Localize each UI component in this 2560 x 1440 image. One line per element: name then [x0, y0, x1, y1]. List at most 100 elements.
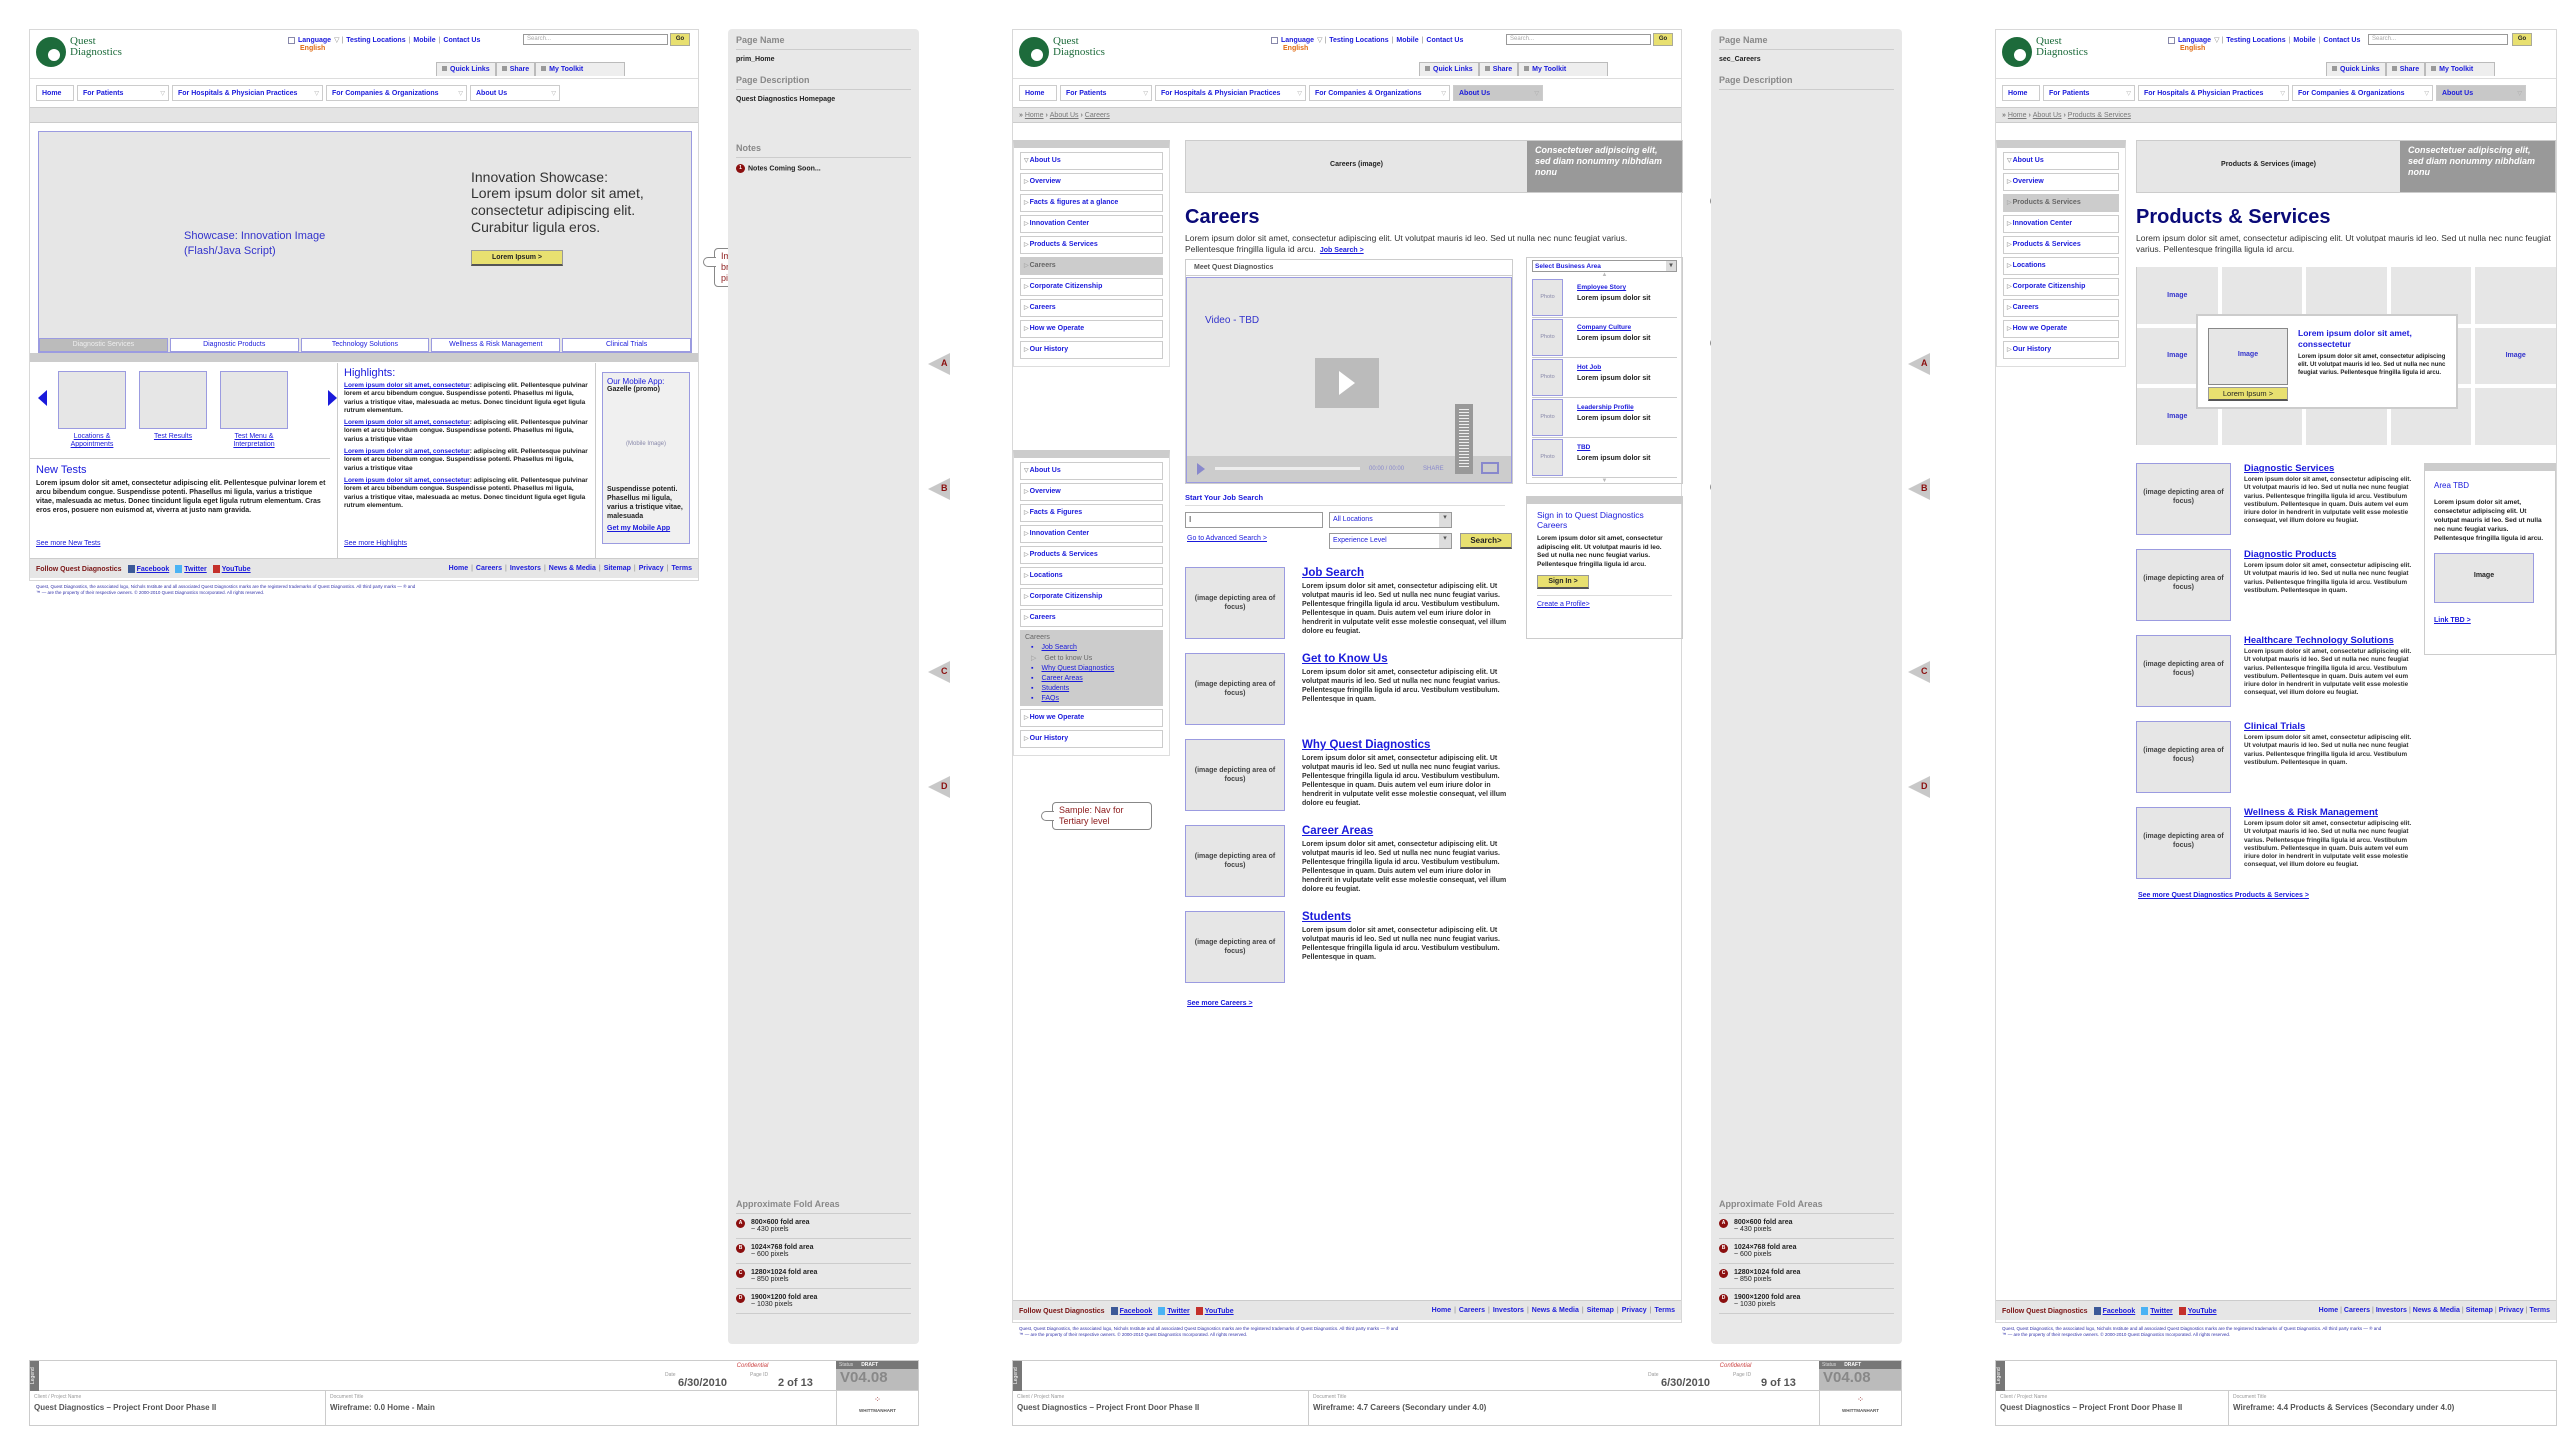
hero-button[interactable]: Lorem Ipsum >: [471, 250, 563, 266]
footer-link[interactable]: Terms: [2529, 1307, 2551, 1314]
section-nav-item[interactable]: How we Operate: [2003, 320, 2119, 338]
search-input[interactable]: Search...: [2368, 34, 2508, 45]
utility-link[interactable]: Contact Us: [2323, 37, 2361, 44]
see-more-careers[interactable]: See more Careers >: [1187, 1000, 1253, 1007]
utility-link[interactable]: Testing Locations: [2226, 37, 2286, 44]
nav-item[interactable]: Home: [36, 85, 74, 101]
new-tests-more[interactable]: See more New Tests: [36, 540, 101, 547]
tool-tab[interactable]: Share: [2385, 62, 2426, 76]
go-button[interactable]: Go: [1653, 33, 1673, 46]
experience-select[interactable]: Experience Level ▾: [1329, 533, 1452, 549]
video-share[interactable]: SHARE: [1423, 466, 1444, 472]
social-link[interactable]: YouTube: [1195, 1307, 1234, 1315]
subnav-item[interactable]: ▪ Career Areas: [1031, 675, 1158, 682]
section-nav-item[interactable]: Corporate Citizenship: [1020, 278, 1163, 296]
mobile-link[interactable]: Get my Mobile App: [607, 525, 671, 532]
highlight-link[interactable]: Lorem ipsum dolor sit amet, consectetur: [344, 419, 470, 427]
footer-link[interactable]: Privacy: [2498, 1307, 2524, 1314]
section-nav-item[interactable]: About Us: [2003, 152, 2119, 170]
mosaic-cell[interactable]: Image: [2475, 327, 2556, 385]
footer-link[interactable]: News & Media: [548, 565, 596, 572]
nav-item[interactable]: For Companies & Organizations: [1309, 85, 1450, 101]
story-title[interactable]: Hot Job: [1577, 364, 1602, 371]
tertiary-nav-item[interactable]: About Us: [1020, 462, 1163, 480]
language-select[interactable]: Language: [2178, 37, 2212, 44]
footer-link[interactable]: Terms: [671, 565, 693, 572]
language-select[interactable]: Language: [298, 37, 332, 44]
utility-link[interactable]: Mobile: [1396, 37, 1419, 44]
subnav-label[interactable]: Get to know Us: [1044, 655, 1093, 662]
section-nav-item[interactable]: Corporate Citizenship: [2003, 278, 2119, 296]
breadcrumb-item[interactable]: Products & Services: [2067, 112, 2131, 119]
tool-tab[interactable]: Quick Links: [1419, 62, 1479, 76]
pillar-tab[interactable]: Technology Solutions: [300, 338, 430, 352]
language-checkbox[interactable]: [288, 36, 295, 44]
subnav-label[interactable]: Career Areas: [1041, 675, 1083, 682]
tool-tab[interactable]: Quick Links: [436, 62, 496, 76]
footer-link[interactable]: Home: [448, 565, 469, 572]
subnav-item[interactable]: ▪ Students: [1031, 685, 1158, 692]
utility-link[interactable]: Contact Us: [443, 37, 481, 44]
section-nav-item[interactable]: Products & Services: [1020, 236, 1163, 254]
advanced-search-link[interactable]: Go to Advanced Search >: [1187, 535, 1267, 542]
tertiary-nav-item[interactable]: Corporate Citizenship: [1020, 588, 1163, 606]
nav-item[interactable]: For Patients: [1060, 85, 1152, 101]
utility-link[interactable]: Mobile: [2293, 37, 2316, 44]
section-nav-item[interactable]: How we Operate: [1020, 320, 1163, 338]
section-nav-item[interactable]: Products & Services: [2003, 194, 2119, 212]
tool-tab[interactable]: Share: [495, 62, 536, 76]
breadcrumb-item[interactable]: Home: [1024, 112, 1044, 119]
section-nav-item[interactable]: Products & Services: [2003, 236, 2119, 254]
section-nav-item[interactable]: Careers: [2003, 299, 2119, 317]
breadcrumb-item[interactable]: Home: [2007, 112, 2027, 119]
section-nav-item[interactable]: Overview: [2003, 173, 2119, 191]
footer-link[interactable]: News & Media: [2412, 1307, 2460, 1314]
nav-item[interactable]: About Us: [470, 85, 560, 101]
article-title[interactable]: Clinical Trials: [2244, 721, 2306, 732]
play-button[interactable]: [1315, 358, 1379, 408]
section-nav-item[interactable]: Facts & figures at a glance: [1020, 194, 1163, 212]
section-nav-item[interactable]: Careers: [1020, 257, 1163, 275]
social-link[interactable]: Facebook: [2093, 1307, 2135, 1315]
language-checkbox[interactable]: [2168, 36, 2175, 44]
subnav-label[interactable]: Job Search: [1041, 644, 1077, 651]
article-title[interactable]: Diagnostic Services: [2244, 463, 2335, 474]
utility-link[interactable]: Contact Us: [1426, 37, 1464, 44]
tool-tab[interactable]: My Toolkit: [2425, 62, 2496, 76]
location-select[interactable]: All Locations ▾: [1329, 512, 1452, 528]
nav-item[interactable]: For Patients: [77, 85, 169, 101]
overlay-button[interactable]: Lorem Ipsum >: [2208, 387, 2288, 401]
section-nav-item[interactable]: Overview: [1020, 173, 1163, 191]
section-nav-item[interactable]: Careers: [1020, 299, 1163, 317]
tool-tab[interactable]: Quick Links: [2326, 62, 2386, 76]
keyword-input[interactable]: I: [1185, 512, 1323, 528]
social-link[interactable]: Facebook: [127, 565, 169, 573]
footer-link[interactable]: Sitemap: [603, 565, 631, 572]
signin-button[interactable]: Sign In >: [1537, 575, 1589, 589]
footer-link[interactable]: Careers: [2343, 1307, 2370, 1314]
article-title[interactable]: Get to Know Us: [1302, 653, 1388, 665]
nav-item[interactable]: For Hospitals & Physician Practices: [2138, 85, 2289, 101]
logo-icon[interactable]: [36, 37, 66, 67]
tertiary-nav-item[interactable]: Products & Services: [1020, 546, 1163, 564]
seek-bar[interactable]: [1215, 467, 1360, 470]
quick-link[interactable]: Test Results: [153, 433, 193, 440]
search-input[interactable]: Search...: [523, 34, 668, 45]
social-link[interactable]: YouTube: [2178, 1307, 2217, 1315]
logo-icon[interactable]: [2002, 37, 2032, 67]
section-nav-item[interactable]: Innovation Center: [1020, 215, 1163, 233]
utility-link[interactable]: Mobile: [413, 37, 436, 44]
create-profile-link[interactable]: Create a Profile>: [1537, 601, 1590, 608]
right-module-link[interactable]: Link TBD >: [2434, 617, 2471, 624]
logo-icon[interactable]: [1019, 37, 1049, 67]
utility-link[interactable]: Testing Locations: [346, 37, 406, 44]
social-link[interactable]: Twitter: [2141, 1307, 2173, 1315]
tool-tab[interactable]: My Toolkit: [535, 62, 626, 76]
job-search-link[interactable]: Job Search >: [1319, 247, 1364, 254]
footer-link[interactable]: News & Media: [1531, 1307, 1579, 1314]
highlight-link[interactable]: Lorem ipsum dolor sit amet, consectetur: [344, 382, 470, 389]
subnav-item[interactable]: ▪ FAQs: [1031, 695, 1158, 702]
footer-link[interactable]: Investors: [509, 565, 541, 572]
see-more-products[interactable]: See more Quest Diagnostics Products & Se…: [2138, 892, 2309, 899]
story-title[interactable]: Company Culture: [1577, 324, 1632, 331]
